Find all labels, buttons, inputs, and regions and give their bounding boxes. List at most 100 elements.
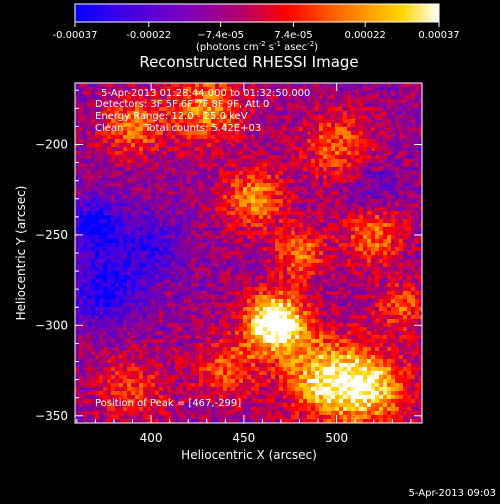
heatmap-cell [315, 195, 319, 199]
heatmap-cell [391, 127, 395, 131]
heatmap-cell [155, 259, 159, 263]
heatmap-cell [287, 187, 291, 191]
heatmap-cell [75, 147, 79, 151]
heatmap-cell [155, 187, 159, 191]
heatmap-cell [299, 231, 303, 235]
heatmap-cell [363, 127, 367, 131]
heatmap-cell [155, 303, 159, 307]
heatmap-cell [211, 179, 215, 183]
heatmap-cell [339, 159, 343, 163]
heatmap-cell [387, 215, 391, 219]
heatmap-cell [295, 131, 299, 135]
heatmap-cell [79, 219, 83, 223]
heatmap-cell [283, 191, 287, 195]
heatmap-cell [287, 279, 291, 283]
heatmap-cell [371, 275, 375, 279]
heatmap-cell [91, 239, 95, 243]
heatmap-cell [167, 299, 171, 303]
heatmap-cell [339, 295, 343, 299]
heatmap-cell [299, 207, 303, 211]
heatmap-cell [347, 187, 351, 191]
heatmap-cell [139, 147, 143, 151]
heatmap-cell [299, 187, 303, 191]
heatmap-cell [127, 275, 131, 279]
heatmap-cell [351, 159, 355, 163]
heatmap-cell [303, 299, 307, 303]
heatmap-cell [251, 111, 255, 115]
heatmap-cell [191, 283, 195, 287]
heatmap-cell [235, 219, 239, 223]
heatmap-cell [411, 247, 415, 251]
heatmap-cell [151, 259, 155, 263]
heatmap-cell [347, 251, 351, 255]
heatmap-cell [191, 279, 195, 283]
heatmap-cell [183, 299, 187, 303]
heatmap-cell [367, 247, 371, 251]
heatmap-cell [99, 243, 103, 247]
heatmap-cell [231, 167, 235, 171]
heatmap-cell [243, 283, 247, 287]
heatmap-cell [127, 247, 131, 251]
heatmap-cell [95, 171, 99, 175]
heatmap-cell [99, 311, 103, 315]
heatmap-cell [267, 187, 271, 191]
heatmap-cell [419, 267, 423, 271]
heatmap-cell [163, 175, 167, 179]
heatmap-cell [127, 255, 131, 259]
heatmap-cell [331, 251, 335, 255]
heatmap-cell [279, 283, 283, 287]
heatmap-cell [191, 147, 195, 151]
heatmap-cell [163, 307, 167, 311]
heatmap-cell [271, 243, 275, 247]
heatmap-cell [143, 275, 147, 279]
heatmap-cell [155, 191, 159, 195]
heatmap-cell [271, 143, 275, 147]
heatmap-cell [331, 287, 335, 291]
heatmap-cell [151, 227, 155, 231]
heatmap-cell [383, 191, 387, 195]
heatmap-cell [415, 155, 419, 159]
heatmap-cell [91, 267, 95, 271]
heatmap-cell [323, 95, 327, 99]
heatmap-cell [299, 123, 303, 127]
heatmap-cell [267, 179, 271, 183]
heatmap-cell [219, 283, 223, 287]
heatmap-cell [143, 195, 147, 199]
heatmap-cell [135, 191, 139, 195]
heatmap-cell [403, 215, 407, 219]
heatmap-cell [399, 119, 403, 123]
heatmap-cell [391, 279, 395, 283]
heatmap-cell [91, 275, 95, 279]
heatmap-cell [223, 191, 227, 195]
heatmap-cell [207, 239, 211, 243]
heatmap-cell [107, 235, 111, 239]
heatmap-cell [395, 175, 399, 179]
heatmap-cell [223, 279, 227, 283]
heatmap-cell [343, 303, 347, 307]
heatmap-cell [75, 151, 79, 155]
heatmap-cell [195, 239, 199, 243]
heatmap-cell [211, 215, 215, 219]
heatmap-cell [83, 311, 87, 315]
heatmap-cell [99, 235, 103, 239]
heatmap-cell [387, 223, 391, 227]
heatmap-cell [207, 175, 211, 179]
heatmap-cell [371, 127, 375, 131]
heatmap-cell [331, 159, 335, 163]
heatmap-cell [275, 243, 279, 247]
heatmap-cell [211, 227, 215, 231]
heatmap-cell [91, 199, 95, 203]
heatmap-cell [183, 267, 187, 271]
heatmap-cell [83, 259, 87, 263]
heatmap-cell [111, 303, 115, 307]
heatmap-cell [123, 287, 127, 291]
heatmap-cell [323, 299, 327, 303]
heatmap-cell [379, 131, 383, 135]
heatmap-cell [327, 131, 331, 135]
heatmap-cell [231, 207, 235, 211]
heatmap-cell [147, 243, 151, 247]
heatmap-cell [143, 191, 147, 195]
heatmap-cell [383, 295, 387, 299]
heatmap-cell [95, 255, 99, 259]
heatmap-cell [223, 295, 227, 299]
